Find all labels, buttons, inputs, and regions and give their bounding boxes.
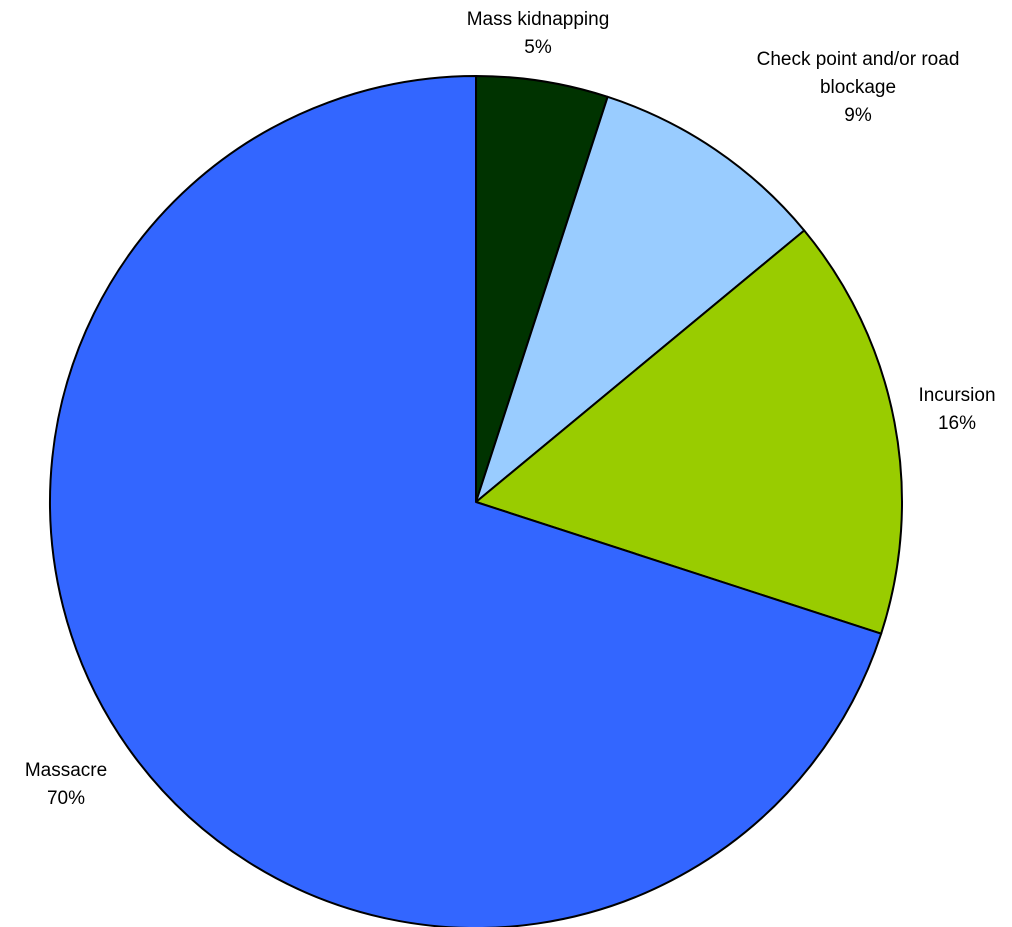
slice-label-massacre: Massacre 70% xyxy=(6,757,126,813)
pie-slice-check-point-and-or-road-blockage xyxy=(475,95,806,503)
slice-label-mass-kidnapping: Mass kidnapping 5% xyxy=(448,6,628,62)
slice-percent: 70% xyxy=(46,788,86,809)
slice-name: Incursion xyxy=(918,385,996,406)
slice-percent: 5% xyxy=(524,37,552,58)
slice-name-line-2: blockage xyxy=(819,77,897,98)
slice-name: Massacre xyxy=(24,760,108,781)
slice-percent: 9% xyxy=(844,105,872,126)
slice-label-incursion: Incursion 16% xyxy=(897,382,1012,438)
pie-slice-incursion xyxy=(475,229,903,635)
pie-slices xyxy=(49,75,903,927)
slice-label-check-point: Check point and/or road blockage 9% xyxy=(700,46,1012,130)
slice-name: Mass kidnapping xyxy=(466,9,610,30)
slice-name-line-1: Check point and/or road xyxy=(756,49,960,70)
slice-percent: 16% xyxy=(937,413,977,434)
pie-slice-massacre xyxy=(49,75,883,927)
